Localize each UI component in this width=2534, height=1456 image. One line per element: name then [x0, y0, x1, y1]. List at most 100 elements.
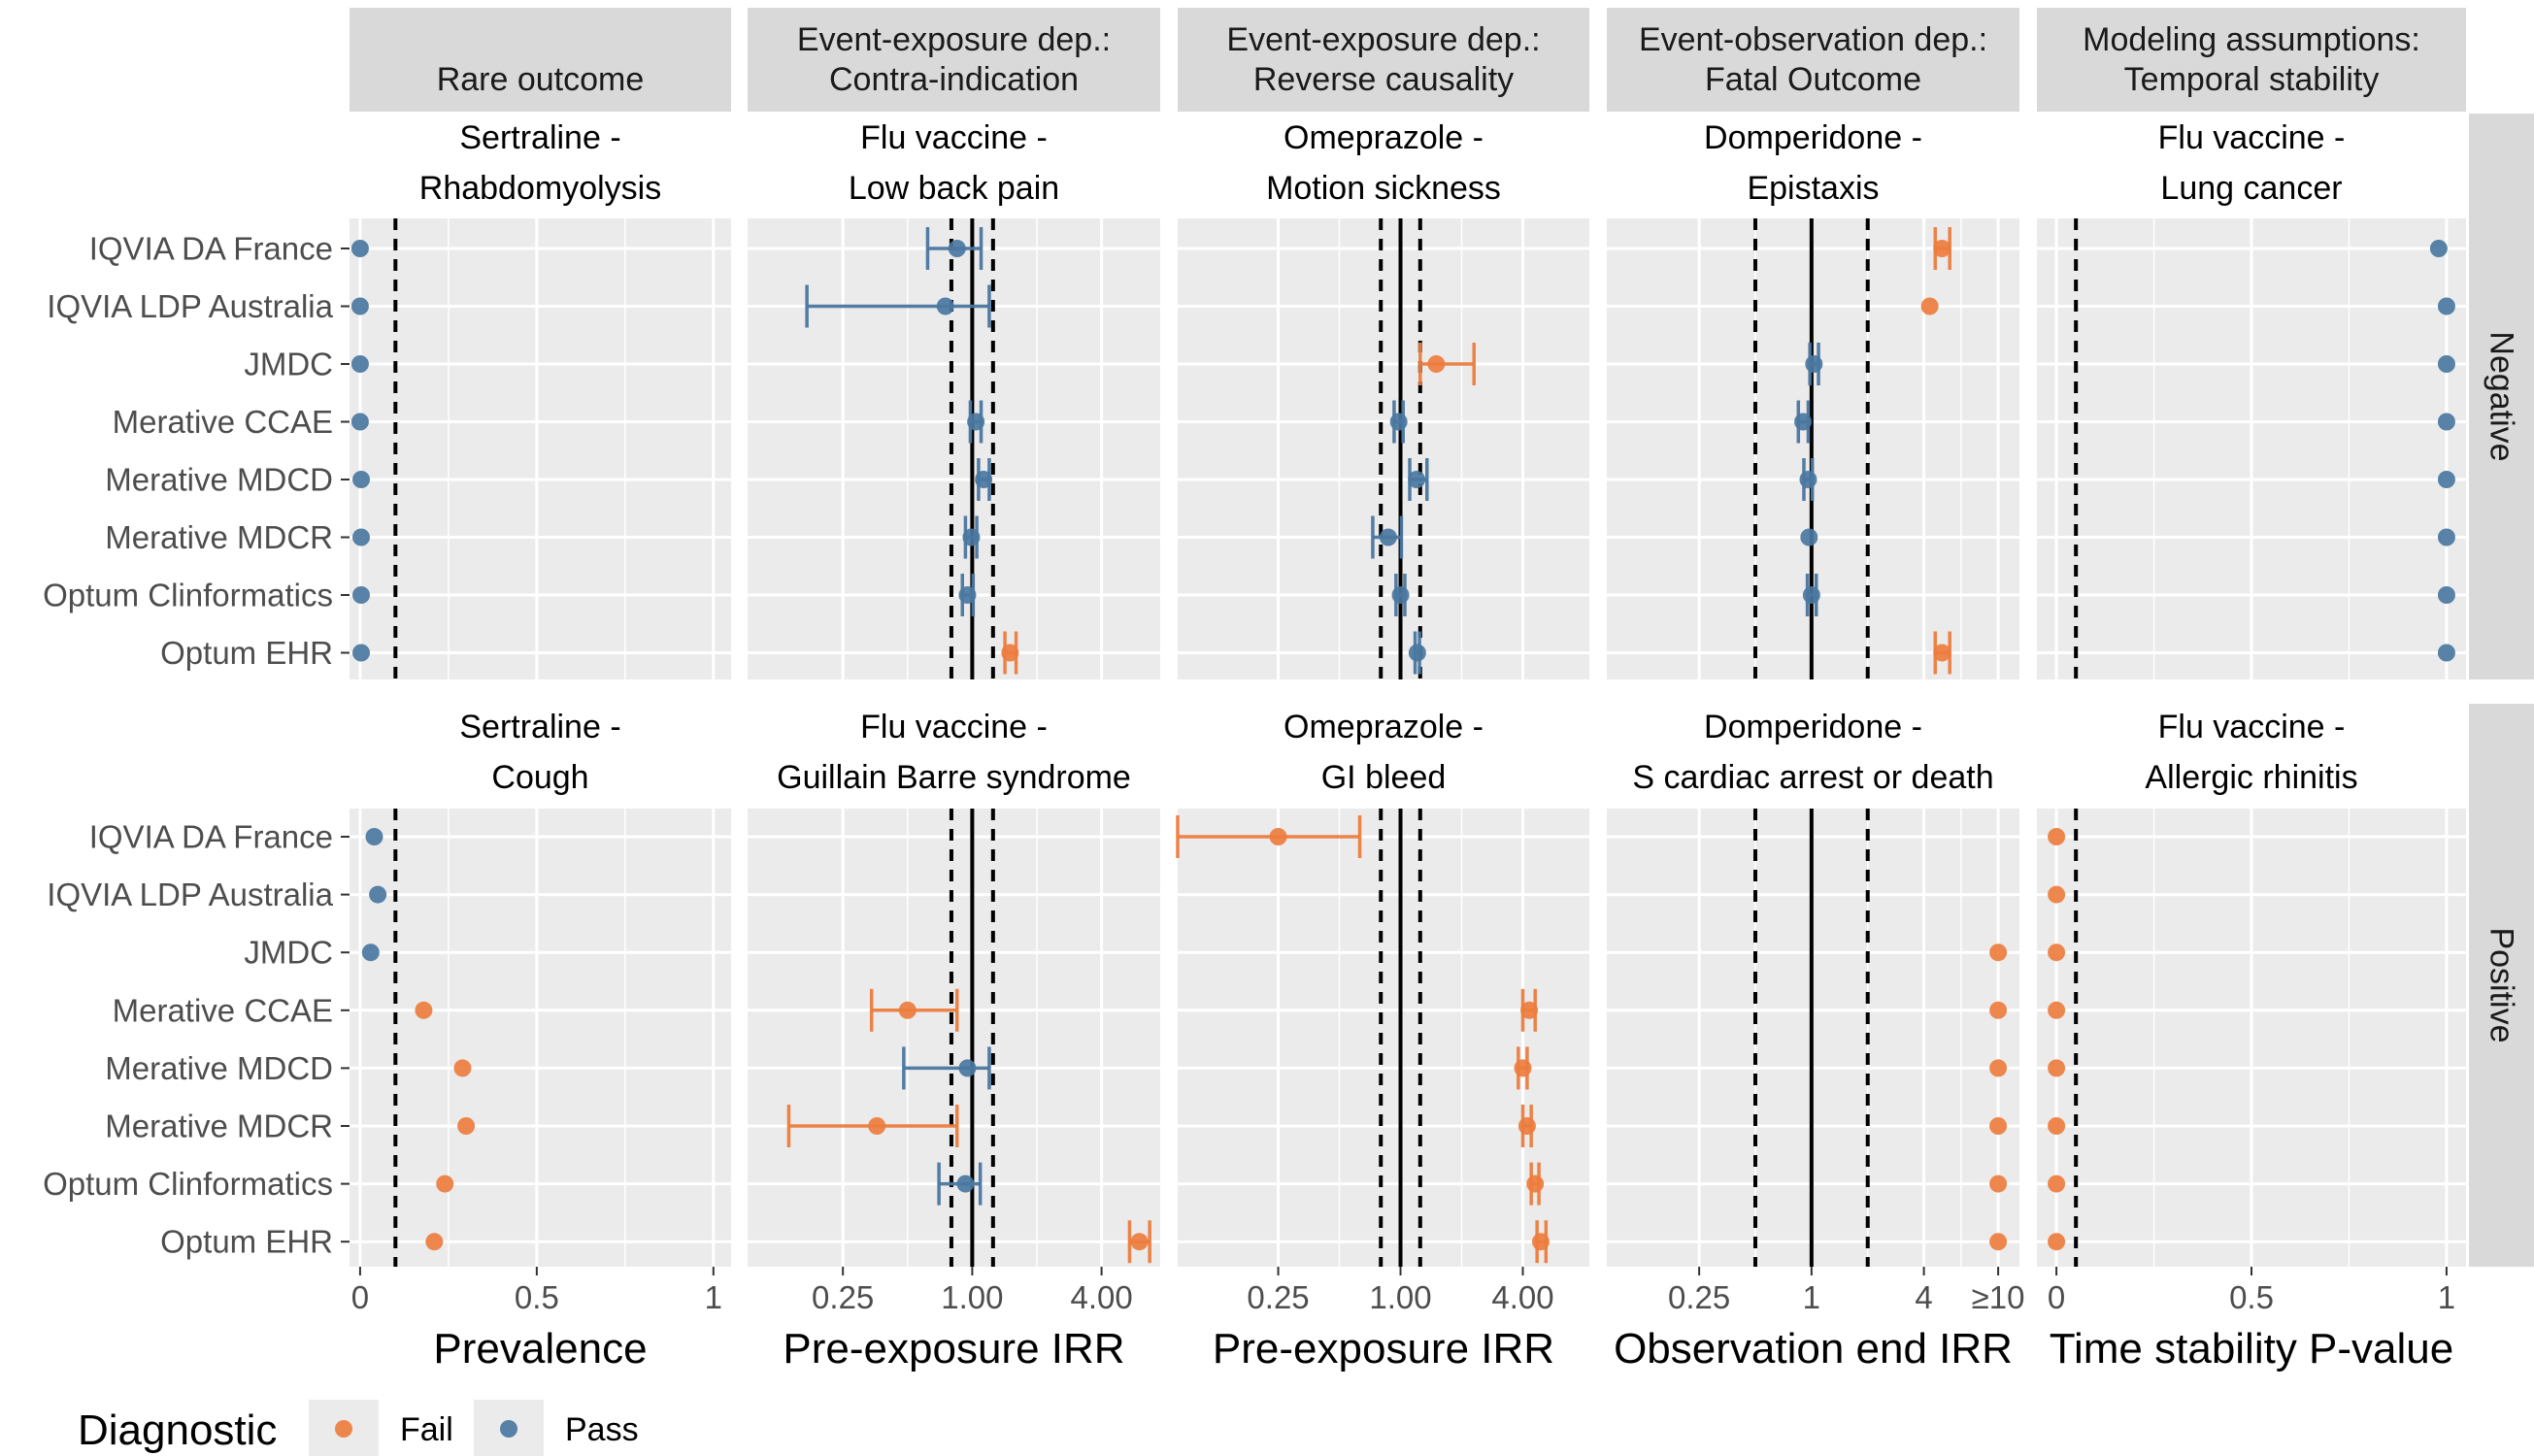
data-point	[2429, 240, 2448, 257]
panel-r1-c1-title-line1: Flu vaccine -	[860, 709, 1048, 745]
panel-r0-c3-title-line1: Domperidone -	[1704, 119, 1922, 156]
data-point	[350, 413, 369, 431]
y-axis-tick-label: JMDC	[244, 935, 333, 971]
panel-r0-c1-title-line1: Flu vaccine -	[860, 119, 1048, 156]
data-point	[2048, 828, 2066, 845]
row-strip-0	[2469, 114, 2534, 679]
column-strip-4	[2037, 8, 2466, 112]
data-point	[369, 885, 387, 904]
panel-r0-c1-title-line2: Low back pain	[849, 170, 1059, 207]
x-axis-title-3: Observation end IRR	[1614, 1325, 2013, 1373]
row-strip-label-1: Positive	[2484, 927, 2520, 1042]
panel-r1-c2-title-line1: Omeprazole -	[1284, 709, 1484, 745]
data-point	[1989, 1001, 2008, 1019]
legend-label-pass: Pass	[565, 1411, 639, 1448]
data-point	[1408, 471, 1426, 488]
column-strip-1	[748, 8, 1160, 112]
panel-r0-c3-title-line2: Epistaxis	[1747, 170, 1879, 207]
data-point	[1933, 240, 1951, 257]
data-point	[967, 413, 985, 431]
y-axis-tick-label: IQVIA LDP Australia	[47, 288, 333, 324]
x-axis-title-4: Time stability P-value	[2050, 1325, 2454, 1373]
data-point	[1989, 1175, 2008, 1193]
panel-r1-c3-title-line2: S cardiac arrest or death	[1632, 759, 1993, 796]
column-strip-3	[1607, 8, 2019, 112]
x-axis-tick-label: 1.00	[941, 1279, 1003, 1315]
data-point	[2437, 586, 2455, 604]
data-point	[361, 943, 380, 962]
data-point	[1520, 1001, 1539, 1019]
panel-r0-c2-background	[1178, 218, 1589, 679]
data-point	[1989, 1233, 2008, 1251]
x-axis-tick-label: 4.00	[1491, 1279, 1553, 1315]
data-point	[2048, 885, 2066, 904]
data-point	[2048, 1059, 2066, 1077]
legend-key-pass	[500, 1420, 517, 1438]
legend-key-fail	[335, 1420, 352, 1438]
x-axis-tick-label: 1	[705, 1279, 722, 1315]
data-point	[1794, 413, 1813, 431]
data-point	[2048, 1175, 2066, 1193]
data-point	[1389, 413, 1408, 431]
x-axis-tick-label: 0.25	[812, 1279, 874, 1315]
data-point	[350, 297, 369, 315]
data-point	[436, 1175, 454, 1193]
x-axis-tick-label: 4.00	[1070, 1279, 1132, 1315]
data-point	[352, 644, 371, 662]
data-point	[1920, 297, 1939, 315]
data-point	[1799, 471, 1817, 488]
data-point	[350, 240, 369, 257]
panel-r1-c2-title-line2: GI bleed	[1321, 759, 1447, 796]
data-point	[1531, 1233, 1550, 1251]
x-axis-tick-label: 1	[2438, 1279, 2455, 1315]
panel-r0-c4-title-line1: Flu vaccine -	[2158, 119, 2346, 156]
data-point	[958, 586, 977, 604]
x-axis-tick-label: 0.5	[515, 1279, 559, 1315]
data-point	[1269, 828, 1287, 845]
panel-r1-c1-title-line2: Guillain Barre syndrome	[777, 759, 1131, 796]
x-axis-tick-label: ≥10	[1972, 1279, 2025, 1315]
y-axis-tick-label: Merative MDCR	[105, 1109, 333, 1144]
panel-r0-c0-background	[350, 218, 731, 679]
panel-r0-c2-title-line2: Motion sickness	[1266, 170, 1501, 207]
y-axis-tick-label: Optum Clinformatics	[43, 578, 333, 613]
panel-r1-c0-title-line2: Cough	[491, 759, 588, 796]
data-point	[1802, 586, 1820, 604]
panel-r1-c4-title-line1: Flu vaccine -	[2158, 709, 2346, 745]
panel-r0-c1-background	[748, 218, 1160, 679]
data-point	[2437, 471, 2455, 488]
data-point	[2437, 297, 2455, 315]
data-point	[1989, 943, 2008, 962]
panel-r0-c2-title-line1: Omeprazole -	[1284, 119, 1484, 156]
y-axis-tick-label: Optum EHR	[160, 635, 333, 671]
y-axis-tick-label: IQVIA DA France	[89, 819, 333, 855]
data-point	[1526, 1175, 1545, 1193]
data-point	[1427, 355, 1446, 373]
data-point	[365, 828, 383, 845]
data-point	[1517, 1117, 1536, 1135]
column-strip-line2-0: Rare outcome	[437, 61, 645, 98]
x-axis-tick-label: 0.25	[1668, 1279, 1730, 1315]
data-point	[1408, 644, 1426, 662]
data-point	[350, 355, 369, 373]
y-axis-tick-label: JMDC	[244, 347, 333, 382]
data-point	[352, 528, 371, 546]
data-point	[2437, 413, 2455, 431]
x-axis-tick-label: 1.00	[1369, 1279, 1431, 1315]
x-axis-title-2: Pre-exposure IRR	[1213, 1325, 1554, 1373]
x-axis-title-0: Prevalence	[433, 1325, 647, 1373]
data-point	[2437, 355, 2455, 373]
y-axis-tick-label: Merative CCAE	[113, 404, 333, 440]
x-axis-tick-label: 4	[1915, 1279, 1932, 1315]
data-point	[2437, 644, 2455, 662]
data-point	[2048, 1233, 2066, 1251]
data-point	[898, 1001, 917, 1019]
data-point	[425, 1233, 444, 1251]
column-strip-line2-1: Contra-indication	[829, 61, 1079, 98]
y-axis-tick-label: Optum Clinformatics	[43, 1166, 333, 1202]
data-point	[936, 297, 954, 315]
panel-r0-c4-title-line2: Lung cancer	[2160, 170, 2342, 207]
data-point	[352, 586, 371, 604]
legend-title: Diagnostic	[78, 1406, 277, 1454]
column-strip-line2-3: Fatal Outcome	[1705, 61, 1921, 98]
